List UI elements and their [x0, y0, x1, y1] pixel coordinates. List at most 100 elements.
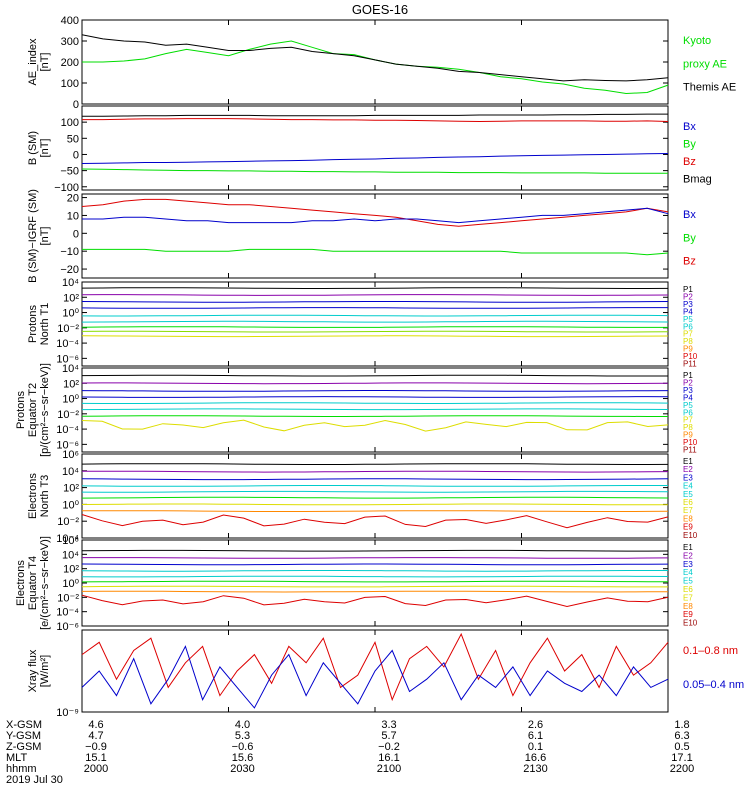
footer-value: 5.7	[381, 730, 396, 742]
legend-entry: E8	[683, 514, 693, 523]
legend-entry: Bz	[683, 156, 696, 168]
panel-frame	[81, 453, 669, 539]
series-0-1-0-8-nm	[81, 632, 669, 702]
footer-row-label: X-GSM	[6, 719, 42, 731]
series-p2	[81, 294, 669, 296]
ephemeris-footer: X-GSM 4.6 4.0 3.3 2.6 1.8 Y-GSM 4.7 5.3 5.7 6.1 6.3…	[6, 719, 694, 786]
series-e7	[81, 503, 668, 506]
legend-entry: E7	[683, 593, 693, 602]
legend-entry: P5	[683, 315, 693, 324]
series-p5	[81, 402, 669, 404]
legend-entry: P4	[683, 307, 693, 316]
y-tick-label: 10⁻⁴	[56, 338, 79, 350]
legend-entry: P7	[683, 416, 693, 425]
y-axis-label: B (SM)	[27, 131, 39, 165]
legend-entry: P3	[683, 386, 693, 395]
legend-entry: P6	[683, 322, 693, 331]
y-axis-label: Electrons	[15, 560, 27, 606]
legend-entry: P1	[683, 285, 693, 294]
series-p4	[81, 307, 668, 309]
y-tick-label: 100	[61, 78, 79, 90]
footer-value: 0.5	[674, 741, 689, 753]
footer-value: 2030	[230, 763, 254, 775]
legend-entry: E3	[683, 560, 693, 569]
series-p5	[81, 314, 669, 317]
series-e7	[81, 585, 668, 588]
series-e4	[81, 485, 668, 487]
y-tick-label: −10	[60, 246, 79, 258]
series-bmag	[82, 113, 668, 117]
legend-entry: By	[683, 139, 696, 151]
legend-entry: P5	[683, 401, 693, 410]
footer-value: 0.1	[528, 741, 543, 753]
series-e5	[81, 490, 669, 493]
legend-entry: P11	[683, 360, 697, 369]
y-tick-label: 0	[73, 99, 79, 111]
y-tick-label: 100	[61, 117, 79, 129]
y-tick-label: −50	[60, 166, 79, 178]
y-axis-label: [nT]	[39, 139, 51, 158]
y-tick-label: 300	[61, 36, 79, 48]
y-axis-label: B (SM)−IGRF (SM)	[27, 189, 39, 283]
y-tick-label: 10⁴	[62, 549, 79, 561]
y-tick-label: 10⁻⁶	[56, 439, 79, 451]
y-tick-label: 10⁴	[62, 466, 79, 478]
y-axis-label: Electrons	[27, 473, 39, 519]
y-tick-label: 10²	[63, 564, 79, 576]
series-e4	[81, 570, 668, 572]
series-p1	[81, 374, 668, 377]
y-tick-label: 10⁻⁶	[56, 353, 79, 365]
y-tick-label: 10²	[63, 292, 79, 304]
y-tick-label: 10⁻⁴	[56, 533, 79, 545]
footer-value: 2200	[670, 763, 694, 775]
series-bz	[81, 198, 669, 227]
y-tick-label: 10⁰	[62, 308, 79, 320]
series-e6	[81, 496, 669, 499]
series-p8	[81, 330, 669, 333]
y-tick-label: 400	[61, 15, 79, 27]
legend-entry: P11	[683, 446, 697, 455]
y-tick-label: 10	[67, 210, 79, 222]
legend-entry: E10	[683, 619, 698, 628]
y-tick-label: 10⁰	[62, 394, 79, 406]
series-e3	[81, 478, 669, 481]
footer-value: 3.3	[381, 719, 396, 731]
legend-entry: E2	[683, 465, 693, 474]
series-p6	[81, 408, 669, 411]
panel-ae: 0 100 200 300 400 AE_index [nT] Kyoto proxy AE Th…	[27, 15, 736, 111]
y-tick-label: 10⁰	[62, 578, 79, 590]
y-axis-label: [e/(cm²−s−sr−keV)]	[39, 536, 51, 630]
y-tick-label: 10²	[63, 378, 79, 390]
y-axis-label: [nT]	[39, 53, 51, 72]
legend-entry: P8	[683, 337, 693, 346]
series-by	[81, 168, 668, 174]
series-p3	[81, 301, 669, 303]
panel-xray: 10⁻⁹ Xray flux [W/m²] 0.1–0.8 nm 0.05–0.4 nm	[27, 629, 744, 719]
y-tick-label: 10⁶	[62, 535, 79, 547]
series-p7	[81, 326, 668, 328]
series-e5	[81, 575, 669, 578]
y-tick-label: 10⁻²	[57, 409, 79, 421]
footer-date: 2019 Jul 30	[6, 774, 63, 786]
y-tick-label: 0	[73, 228, 79, 240]
legend-entry: E6	[683, 498, 693, 507]
footer-value: −0.6	[232, 741, 254, 753]
footer-value: 2.6	[528, 719, 543, 731]
y-tick-label: 50	[67, 133, 79, 145]
y-axis-label: Protons	[15, 391, 27, 429]
footer-value: 4.0	[235, 719, 250, 731]
series-p2	[81, 382, 669, 385]
panel-protons1: 10⁴ 10² 10⁰ 10⁻² 10⁻⁴ 10⁻⁶ Protons North T1 P1P2…	[27, 277, 698, 369]
y-axis-label: [nT]	[39, 227, 51, 246]
y-axis-label: Equator T4	[27, 556, 39, 610]
footer-value: 16.1	[378, 752, 399, 764]
legend-entry: Bz	[683, 256, 696, 268]
y-tick-label: 10⁻²	[57, 592, 79, 604]
y-tick-label: 10⁻⁴	[56, 424, 79, 436]
y-tick-label: 10⁴	[62, 277, 79, 289]
y-tick-label: 10⁶	[62, 449, 79, 461]
y-tick-label: −100	[54, 182, 79, 194]
legend-entry: P10	[683, 438, 698, 447]
series-e9	[81, 514, 669, 529]
footer-value: 4.7	[88, 730, 103, 742]
